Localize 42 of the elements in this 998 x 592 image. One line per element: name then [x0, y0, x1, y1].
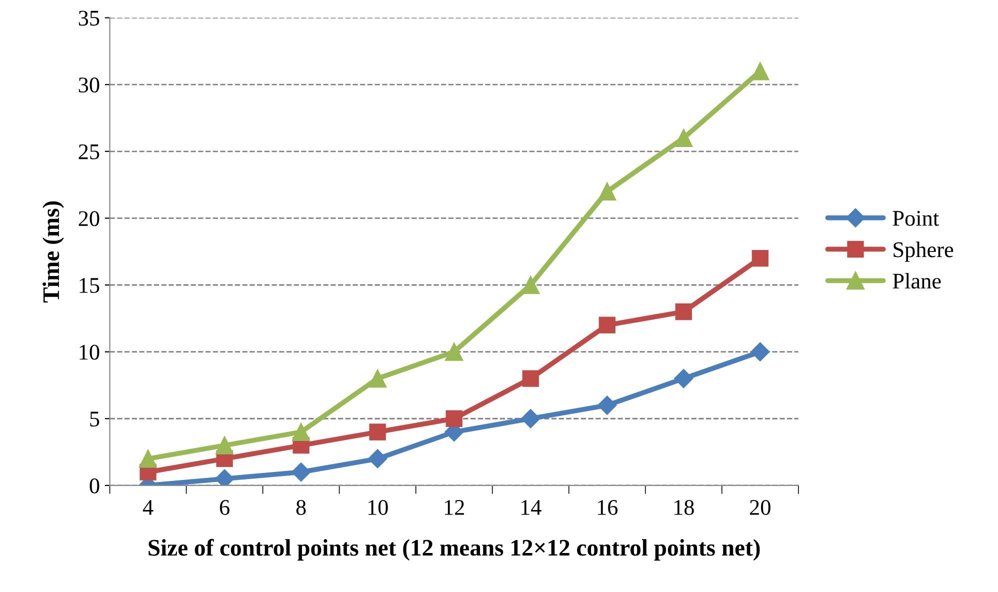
- legend-label: Plane: [892, 272, 941, 289]
- y-tick-label: 25: [78, 144, 100, 160]
- point: [216, 436, 234, 454]
- point: [522, 370, 539, 387]
- point: [598, 182, 616, 200]
- legend-label: Point: [892, 210, 939, 226]
- y-tick-label: 15: [80, 278, 100, 293]
- point: [445, 342, 464, 361]
- x-tick-label: 10: [368, 500, 388, 515]
- y-tick-label: 5: [90, 412, 100, 427]
- point: [369, 424, 386, 440]
- point: [292, 422, 310, 442]
- point: [674, 128, 693, 148]
- x-tick-label: 6: [220, 500, 230, 515]
- x-tick-label: 4: [142, 500, 154, 515]
- point: [139, 450, 158, 468]
- point: [292, 462, 311, 482]
- point: [674, 369, 694, 388]
- x-tick-label: 20: [750, 500, 770, 515]
- x-tick-label: 14: [521, 500, 542, 515]
- y-tick-label: 30: [78, 78, 100, 92]
- y-tick-label: 10: [80, 344, 100, 360]
- y-tick-label: 35: [78, 10, 100, 26]
- y-tick-label: 20: [78, 211, 100, 226]
- x-tick-label: 8: [296, 500, 306, 515]
- point: [750, 342, 770, 362]
- y-tick-label: 0: [90, 478, 100, 494]
- x-tick-label: 12: [444, 500, 464, 515]
- point: [368, 370, 387, 388]
- point: [446, 410, 462, 427]
- legend-label: Sphere: [894, 242, 954, 262]
- point: [752, 250, 768, 267]
- point: [521, 409, 540, 428]
- x-tick-label: 18: [674, 500, 694, 515]
- point: [598, 316, 616, 334]
- x-tick-label: 16: [598, 500, 618, 515]
- point: [598, 396, 617, 415]
- x-axis-title: Size of control points net (12 means 12×12 control points net): [148, 538, 760, 561]
- point: [368, 449, 388, 468]
- point: [675, 303, 692, 320]
- point: [751, 62, 770, 80]
- y-axis-title: Time (ms): [42, 201, 64, 302]
